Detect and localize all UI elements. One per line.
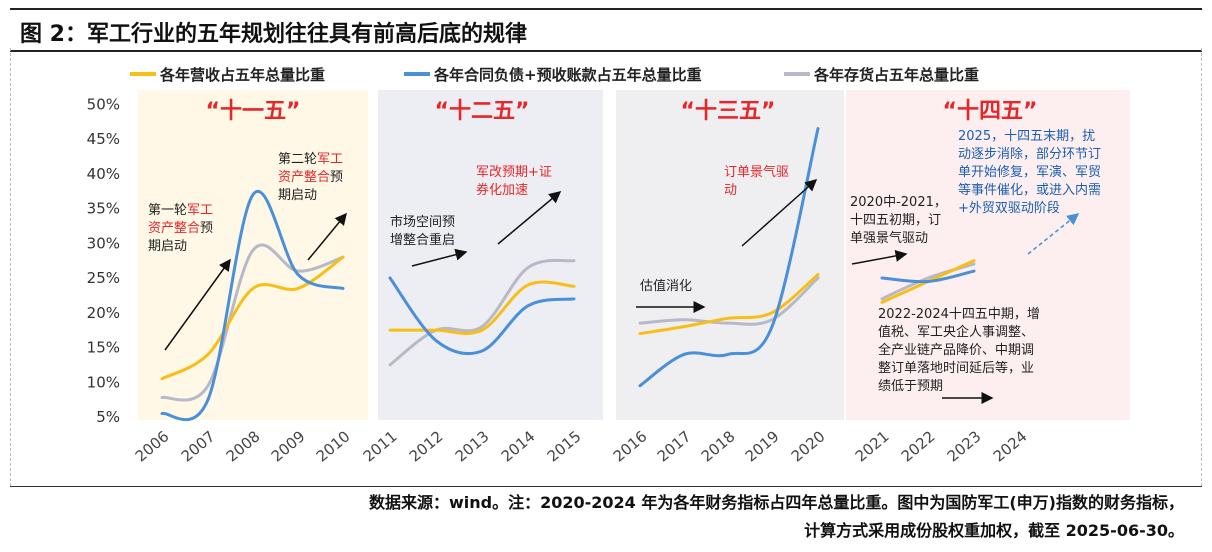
footer-method-note: 计算方式采用成份股权重加权，截至 2025-06-30。	[804, 521, 1184, 540]
annotation-2025: 等事件催化，或进入内需	[958, 182, 1101, 198]
annotation-2025: 动逐步消除，部分环节订	[958, 147, 1101, 162]
x-tick-label: 2023	[944, 427, 985, 465]
annotation-reform: 券化加速	[476, 182, 528, 198]
y-tick-label: 50%	[87, 95, 120, 113]
right-border	[1201, 48, 1202, 486]
annotation-valuation: 估值消化	[640, 278, 692, 294]
y-tick-label: 25%	[87, 269, 120, 287]
x-tick-label: 2009	[268, 427, 309, 465]
annotation-market-space: 增整合重启	[390, 232, 455, 248]
series-contract-line	[160, 189, 345, 422]
arrow-2025	[1027, 213, 1080, 255]
x-tick-label: 2017	[654, 427, 695, 465]
x-tick-label: 2007	[178, 427, 219, 465]
x-tick-label: 2020	[788, 427, 829, 465]
figure-title: 图 2：军工行业的五年规划往往具有前高后底的规律	[20, 22, 527, 47]
annotation-order-boom: 订单景气驱	[724, 164, 789, 180]
series-revenue-line	[638, 273, 820, 336]
x-tick-label: 2010	[313, 427, 354, 465]
series-inventory-line	[880, 262, 976, 301]
annotation-2020-2021: 单强景气驱动	[850, 230, 928, 246]
x-tick-label: 2012	[406, 427, 447, 465]
annotation-first-round: 第一轮军工	[148, 203, 213, 218]
series-inventory-line	[388, 258, 576, 367]
arrow-order-boom	[741, 179, 818, 247]
y-tick-label: 15%	[87, 339, 120, 357]
series-contract-line	[880, 269, 976, 284]
period-panel-1	[138, 90, 368, 420]
y-tick-label: 35%	[87, 200, 120, 218]
x-tick-label: 2022	[898, 427, 939, 465]
annotation-2022-2024: 绩低于预期	[878, 379, 943, 394]
legend-revenue-label: 各年营收占五年总量比重	[159, 66, 325, 84]
arrow-second-round	[307, 212, 347, 261]
y-tick-label: 10%	[87, 373, 120, 391]
annotation-2022-2024: 2022-2024十四五中期，增	[878, 307, 1040, 322]
annotation-market-space: 市场空间预	[390, 214, 455, 230]
left-border	[10, 48, 11, 486]
annotation-2025: 2025，十四五末期，扰	[958, 129, 1095, 144]
annotation-2025: +外贸双驱动阶段	[958, 201, 1060, 216]
arrow-reform	[497, 191, 562, 245]
x-tick-label: 2008	[223, 427, 264, 465]
x-tick-label: 2024	[990, 427, 1031, 465]
annotation-2025: 单开始修复，军演、军贸	[958, 164, 1101, 180]
x-tick-label: 2021	[852, 427, 893, 465]
x-tick-label: 2006	[132, 427, 173, 465]
arrow-market-space	[411, 248, 468, 267]
period-title: “十三五”	[681, 99, 776, 124]
annotation-2022-2024: 全产业链产品降价、中期调	[878, 342, 1034, 358]
series-inventory-line	[160, 243, 345, 402]
period-panel-2	[378, 90, 603, 420]
period-title: “十一五”	[206, 99, 301, 124]
period-panel-4	[846, 90, 1130, 420]
series-revenue-line	[388, 280, 576, 335]
x-tick-label: 2016	[610, 427, 651, 465]
annotation-2022-2024: 值税、军工央企人事调整、	[878, 324, 1034, 340]
period-panel-3	[616, 90, 844, 420]
y-tick-label: 30%	[87, 234, 120, 252]
annotation-second-round: 资产整合预	[278, 170, 343, 185]
series-contract-line	[388, 276, 576, 355]
series-inventory-line	[638, 276, 820, 326]
x-tick-label: 2019	[742, 427, 783, 465]
legend-inventory-label: 各年存货占五年总量比重	[813, 66, 979, 84]
arrow-2020-2021	[851, 250, 908, 265]
y-tick-label: 45%	[87, 130, 120, 148]
x-tick-label: 2013	[452, 427, 493, 465]
period-title: “十四五”	[943, 99, 1038, 124]
arrow-first-round	[164, 258, 231, 351]
annotation-second-round: 期启动	[278, 188, 317, 203]
annotation-second-round: 第二轮军工	[278, 152, 343, 167]
y-tick-label: 20%	[87, 304, 120, 322]
annotation-reform: 军改预期+证	[476, 165, 552, 180]
annotation-first-round: 资产整合预	[148, 221, 213, 236]
x-tick-label: 2014	[498, 427, 539, 465]
x-tick-label: 2018	[698, 427, 739, 465]
footer-source-note: 数据来源：wind。注：2020-2024 年为各年财务指标占四年总量比重。图中…	[368, 493, 1184, 512]
footer: 数据来源：wind。注：2020-2024 年为各年财务指标占四年总量比重。图中…	[10, 486, 1202, 543]
legend-contract-label: 各年合同负债+预收账款占五年总量比重	[433, 66, 702, 84]
annotation-2022-2024: 整订单落地时间延后等，业	[878, 360, 1034, 376]
annotation-2020-2021: 十四五初期，订	[850, 213, 941, 228]
y-tick-label: 5%	[96, 408, 120, 426]
series-contract-line	[638, 127, 820, 388]
annotation-first-round: 期启动	[148, 239, 187, 254]
annotation-order-boom: 动	[724, 183, 737, 198]
period-title: “十二五”	[435, 99, 530, 124]
x-tick-label: 2015	[544, 427, 585, 465]
title-bar: 图 2：军工行业的五年规划往往具有前高后底的规律	[10, 8, 1202, 52]
y-tick-label: 40%	[87, 165, 120, 183]
x-tick-label: 2011	[360, 427, 401, 465]
annotation-2020-2021: 2020中-2021，	[850, 195, 947, 210]
